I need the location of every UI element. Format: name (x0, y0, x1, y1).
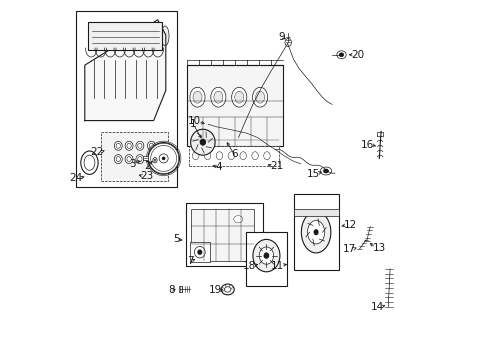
Bar (88, 22, 162, 50)
Ellipse shape (204, 152, 211, 160)
Text: 8: 8 (168, 285, 175, 295)
Ellipse shape (200, 140, 205, 145)
Ellipse shape (147, 141, 155, 150)
Text: 19: 19 (208, 285, 221, 295)
Text: 23: 23 (141, 171, 154, 181)
Ellipse shape (195, 246, 205, 258)
Bar (179, 286, 182, 292)
Ellipse shape (198, 250, 201, 254)
Text: 5: 5 (173, 234, 179, 244)
Ellipse shape (136, 141, 144, 150)
Ellipse shape (234, 216, 243, 223)
Ellipse shape (252, 152, 258, 160)
Ellipse shape (114, 154, 122, 163)
Ellipse shape (149, 143, 153, 148)
Ellipse shape (149, 157, 153, 162)
Ellipse shape (138, 143, 142, 148)
Ellipse shape (136, 154, 144, 163)
Ellipse shape (337, 51, 346, 59)
Ellipse shape (216, 152, 222, 160)
Text: 24: 24 (69, 173, 82, 183)
Ellipse shape (163, 157, 165, 159)
Ellipse shape (147, 154, 155, 163)
Ellipse shape (127, 143, 131, 148)
Ellipse shape (190, 87, 205, 107)
Ellipse shape (84, 155, 95, 170)
Ellipse shape (285, 39, 292, 46)
Ellipse shape (324, 169, 328, 173)
Ellipse shape (125, 141, 133, 150)
Ellipse shape (154, 159, 156, 161)
Polygon shape (85, 20, 166, 121)
Text: 6: 6 (231, 149, 238, 159)
Bar (245, 232, 287, 286)
Ellipse shape (252, 87, 268, 107)
Text: 15: 15 (307, 168, 320, 179)
Ellipse shape (159, 154, 168, 163)
Ellipse shape (191, 129, 215, 155)
Text: 18: 18 (243, 261, 256, 271)
Ellipse shape (193, 152, 199, 160)
Bar (190, 242, 210, 262)
Text: 9: 9 (279, 32, 285, 42)
Text: 11: 11 (270, 261, 284, 271)
Ellipse shape (211, 87, 226, 107)
Bar (187, 65, 283, 146)
Text: 21: 21 (270, 161, 283, 171)
Bar (377, 132, 383, 136)
Text: 4: 4 (216, 162, 222, 172)
Ellipse shape (240, 152, 246, 160)
Ellipse shape (232, 87, 247, 107)
Ellipse shape (193, 91, 202, 103)
Ellipse shape (153, 158, 157, 163)
Text: 3: 3 (129, 159, 136, 169)
Bar (294, 209, 339, 216)
Ellipse shape (256, 91, 265, 103)
Ellipse shape (228, 152, 235, 160)
Text: 12: 12 (344, 220, 357, 230)
Ellipse shape (116, 157, 121, 162)
Ellipse shape (138, 157, 142, 162)
Text: 13: 13 (373, 243, 386, 253)
Ellipse shape (148, 143, 179, 174)
Ellipse shape (340, 53, 343, 57)
Ellipse shape (125, 154, 133, 163)
Ellipse shape (116, 143, 121, 148)
Bar (189, 146, 279, 166)
Text: 10: 10 (188, 116, 201, 126)
Bar (294, 194, 339, 270)
Text: 20: 20 (351, 50, 365, 60)
Ellipse shape (264, 152, 270, 160)
Text: 16: 16 (361, 140, 374, 150)
Ellipse shape (114, 141, 122, 150)
Ellipse shape (253, 239, 280, 272)
Text: 17: 17 (343, 244, 356, 254)
Ellipse shape (81, 151, 98, 174)
Ellipse shape (264, 253, 269, 258)
Bar (76, 11, 176, 187)
Ellipse shape (301, 211, 331, 253)
Text: 7: 7 (187, 256, 194, 266)
Bar (143, 156, 148, 160)
Ellipse shape (221, 284, 234, 295)
Text: 1: 1 (190, 119, 196, 129)
Text: 14: 14 (370, 302, 384, 312)
Ellipse shape (314, 230, 318, 235)
Ellipse shape (214, 91, 223, 103)
Bar (191, 209, 254, 261)
Ellipse shape (235, 91, 244, 103)
Ellipse shape (307, 220, 325, 244)
Ellipse shape (259, 247, 273, 264)
Ellipse shape (224, 287, 231, 292)
Bar (101, 132, 168, 181)
Text: 2: 2 (144, 161, 151, 171)
Bar (186, 203, 263, 266)
Ellipse shape (127, 157, 131, 162)
Ellipse shape (161, 26, 169, 46)
Ellipse shape (320, 167, 332, 175)
Text: 22: 22 (91, 147, 104, 157)
